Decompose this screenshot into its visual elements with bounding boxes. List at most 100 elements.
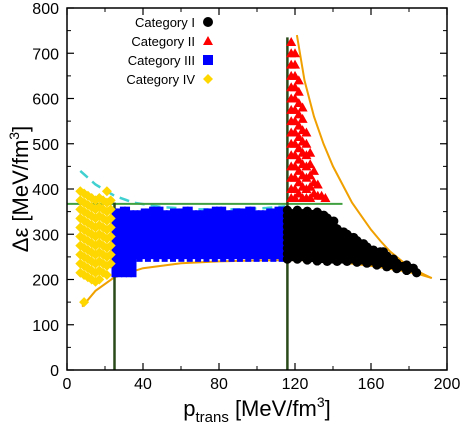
legend-marker-circle [203,17,213,27]
y-axis-label-close: ] [8,126,33,132]
category-iii-marker [224,210,231,260]
category-ii-marker [290,70,300,80]
x-axis-label-unit: [MeV/fm [229,396,317,421]
category-iii-marker [241,208,248,260]
category-iii-marker [207,208,214,260]
category-ii-marker [290,116,300,126]
x-axis-label-subscript: trans [195,409,228,426]
category-ii-marker [312,179,323,189]
category-iii-marker [136,210,143,262]
legend-label: Category I [135,15,195,30]
category-iii-marker [236,208,243,262]
category-ii-marker [297,113,308,123]
category-ii-marker [290,104,300,114]
category-ii-marker [290,48,300,58]
category-iii-marker [161,210,168,262]
category-iii-marker [144,208,151,262]
category-iii-marker [178,208,185,262]
category-ii-marker [293,165,304,175]
category-iii-marker [111,208,118,262]
category-ii-marker [293,143,304,153]
y-tick-label: 800 [32,1,59,18]
y-tick-label: 300 [32,227,59,244]
category-iii-marker [203,208,210,262]
x-tick-label: 0 [63,376,72,393]
y-axis-label-main: Δε [MeV/fm [8,140,33,253]
category-iii-marker [165,210,172,260]
legend-label: Category II [131,34,195,49]
category-iii-marker [125,252,132,278]
category-ii-marker [293,131,304,141]
y-tick-label: 600 [32,92,59,109]
category-iv-marker [105,258,116,269]
category-iii-marker [274,206,281,260]
category-iv-marker [105,222,116,233]
category-iii-marker [174,208,181,260]
y-tick-label: 500 [32,137,59,154]
category-ii-marker [301,138,312,148]
category-iii-marker [140,208,147,260]
category-iii-marker [228,210,235,262]
x-tick-label: 200 [434,376,461,393]
category-iii-marker [253,210,260,262]
y-tick-label: 0 [50,363,59,380]
category-ii-marker [293,154,304,164]
category-iii-marker [266,208,273,260]
category-iv-marker [105,249,116,260]
category-ii-marker [290,150,300,160]
category-iv-marker [105,204,116,215]
category-ii-marker [301,184,312,193]
x-axis-label-close: ] [325,396,331,421]
category-ii-marker [305,147,316,157]
category-ii-marker [290,184,300,193]
category-iii-marker [115,208,122,260]
y-axis-label: Δε [MeV/fm3] [6,126,33,252]
category-iii-marker [190,210,197,260]
category-iii-marker [116,252,123,278]
category-ii-marker [305,193,316,203]
category-ii-marker [293,98,304,108]
category-iii-marker [270,208,277,262]
legend-label: Category III [128,53,195,68]
category-iii-marker [149,206,156,260]
category-ii-marker [293,177,304,187]
category-ii-marker [293,120,304,130]
category-i-marker [329,216,339,226]
category-ii-marker [286,36,297,46]
category-ii-marker [290,93,300,103]
x-tick-label: 160 [358,376,385,393]
y-tick-label: 400 [32,182,59,199]
category-iii-marker [186,206,193,262]
category-iii-marker [261,210,268,262]
legend-marker-triangle [203,36,213,45]
category-ii-marker [297,102,308,112]
y-tick-label: 200 [32,273,59,290]
category-i-marker [412,268,422,278]
category-ii-marker [301,172,312,182]
category-ii-marker [301,127,312,137]
category-iii-marker [124,206,131,260]
category-iii-marker [170,208,177,262]
category-iii-marker [195,210,202,262]
category-iv-marker [94,274,105,285]
category-ii-marker [301,161,312,171]
category-iii-marker [216,206,222,260]
category-ii-marker [293,109,304,119]
category-iii-marker [157,206,164,260]
plot-frame [66,7,448,371]
category-iv-marker [101,186,112,197]
category-ii-marker [290,161,300,171]
category-ii-marker [301,150,312,160]
category-iii-marker [121,252,127,278]
category-ii-marker [290,138,300,148]
category-iii-marker [232,208,239,260]
category-iv-marker [101,269,112,280]
category-ii-marker [305,159,316,169]
x-tick-label: 80 [210,376,228,393]
category-iv-marker [105,213,116,224]
category-iii-marker [199,210,206,260]
legend-marker-square [203,55,213,65]
legend-marker-diamond [203,74,213,84]
x-axis-label-base: p [183,396,195,421]
y-tick-label: 100 [32,318,59,335]
